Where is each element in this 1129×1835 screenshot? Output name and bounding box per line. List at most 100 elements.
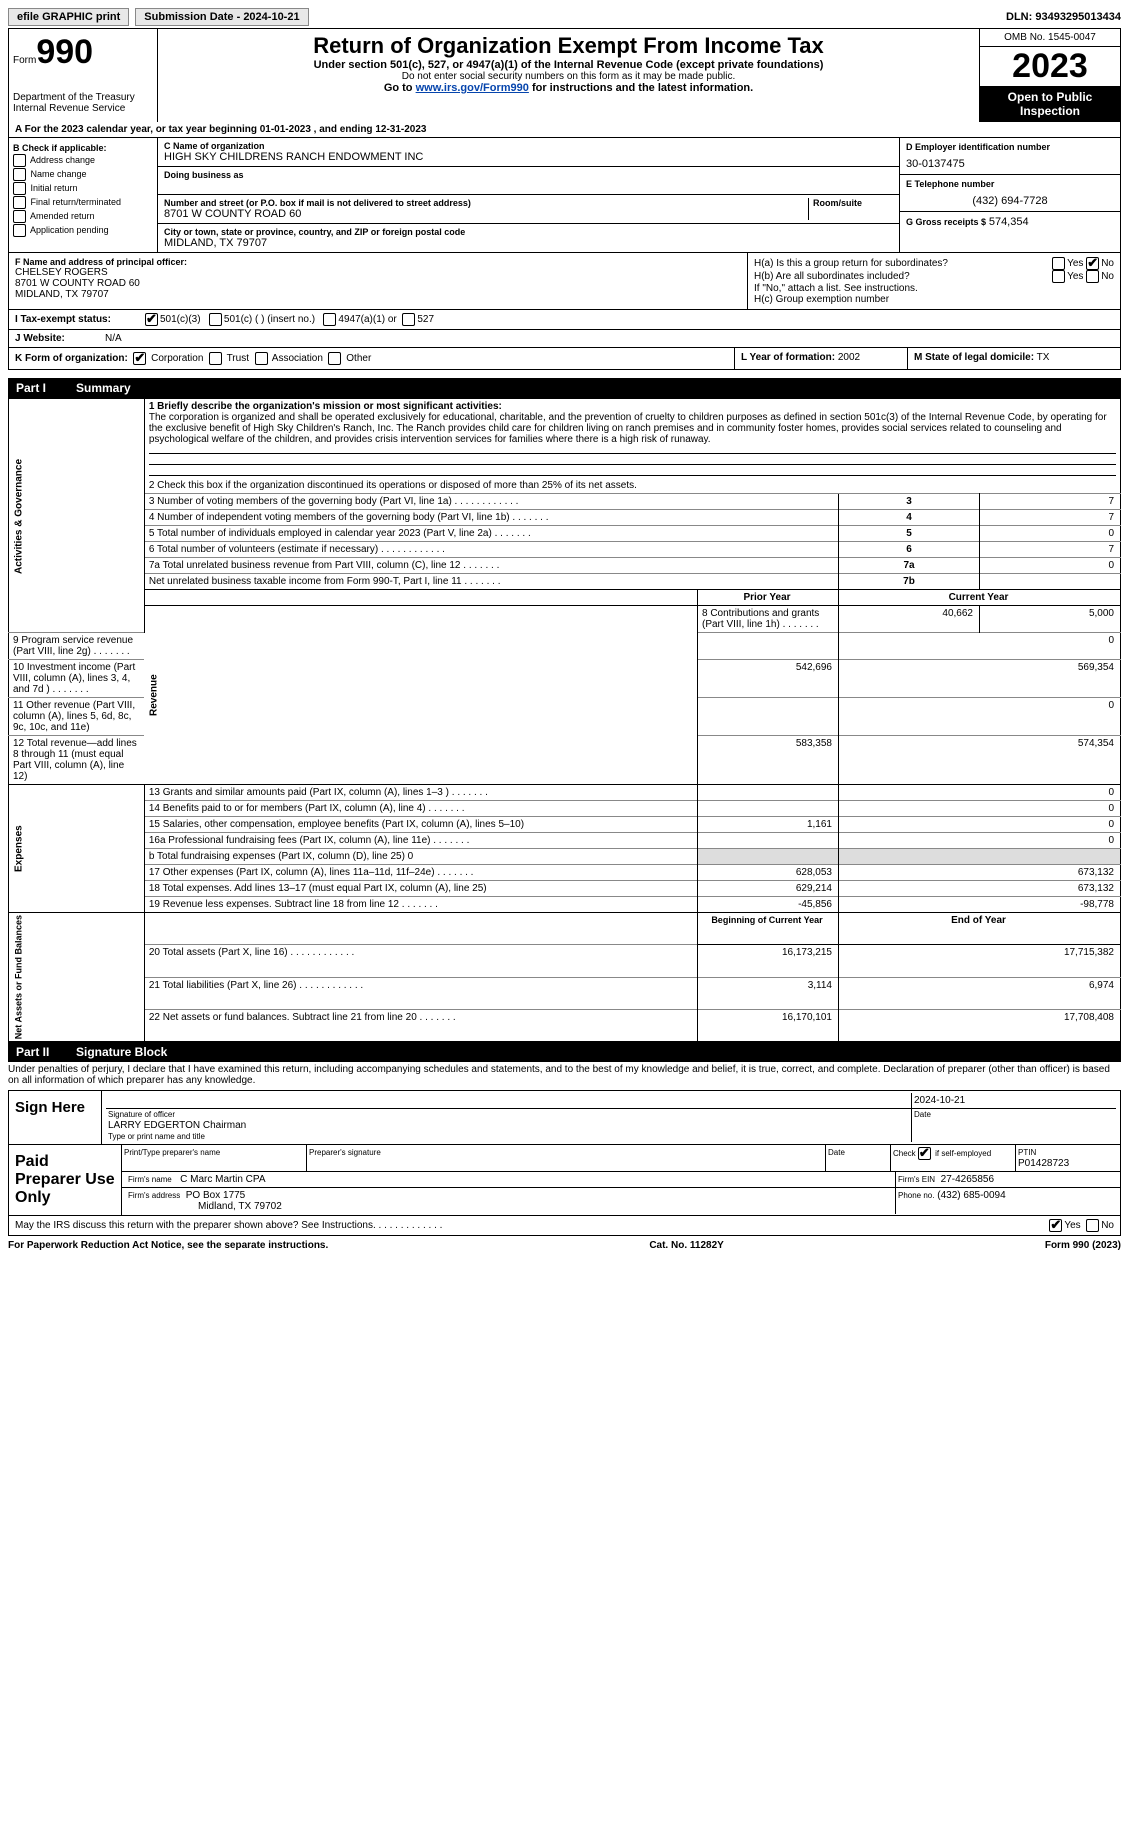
c22: 17,708,408 bbox=[839, 1009, 1121, 1041]
discuss-no-checkbox[interactable] bbox=[1086, 1219, 1099, 1232]
val-4: 7 bbox=[980, 510, 1121, 526]
form-header: Form990 Department of the Treasury Inter… bbox=[8, 28, 1121, 122]
vlabel-revenue: Revenue bbox=[144, 606, 697, 785]
line12: 12 Total revenue—add lines 8 through 11 … bbox=[9, 736, 145, 785]
cb-4947[interactable] bbox=[323, 313, 336, 326]
line5: 5 Total number of individuals employed i… bbox=[144, 526, 838, 542]
column-c: C Name of organization HIGH SKY CHILDREN… bbox=[158, 138, 899, 252]
discuss-row: May the IRS discuss this return with the… bbox=[8, 1216, 1121, 1236]
form-subtitle: Under section 501(c), 527, or 4947(a)(1)… bbox=[166, 59, 971, 71]
c9: 0 bbox=[839, 633, 1121, 660]
checkbox-final-return[interactable] bbox=[13, 196, 26, 209]
line22: 22 Net assets or fund balances. Subtract… bbox=[144, 1009, 697, 1041]
state-domicile: TX bbox=[1037, 352, 1050, 363]
checkbox-name-change[interactable] bbox=[13, 168, 26, 181]
checkbox-application-pending[interactable] bbox=[13, 224, 26, 237]
tax-status-label: I Tax-exempt status: bbox=[15, 314, 145, 325]
form-note: Do not enter social security numbers on … bbox=[166, 71, 971, 82]
top-bar: efile GRAPHIC print Submission Date - 20… bbox=[8, 8, 1121, 26]
checkbox-initial-return[interactable] bbox=[13, 182, 26, 195]
col-b-title: B Check if applicable: bbox=[13, 143, 153, 153]
c14: 0 bbox=[839, 801, 1121, 817]
cb-corp[interactable] bbox=[133, 352, 146, 365]
hc-label: H(c) Group exemption number bbox=[754, 294, 1114, 305]
p21: 3,114 bbox=[698, 977, 839, 1009]
row-k: K Form of organization: Corporation Trus… bbox=[8, 348, 1121, 370]
form-org-label: K Form of organization: bbox=[15, 353, 128, 364]
line11: 11 Other revenue (Part VIII, column (A),… bbox=[9, 698, 145, 736]
gross-value: 574,354 bbox=[989, 216, 1029, 228]
ha-label: H(a) Is this a group return for subordin… bbox=[754, 258, 1052, 269]
page-footer: For Paperwork Reduction Act Notice, see … bbox=[8, 1240, 1121, 1251]
officer-signature: LARRY EDGERTON Chairman bbox=[108, 1120, 246, 1131]
firm-name: C Marc Martin CPA bbox=[180, 1174, 265, 1185]
org-name: HIGH SKY CHILDRENS RANCH ENDOWMENT INC bbox=[164, 151, 893, 163]
tax-year: 2023 bbox=[980, 47, 1120, 86]
tel-label: E Telephone number bbox=[906, 179, 1114, 189]
footer-mid: Cat. No. 11282Y bbox=[649, 1240, 723, 1251]
p19: -45,856 bbox=[698, 897, 839, 913]
ptin-value: P01428723 bbox=[1018, 1158, 1069, 1169]
cb-other[interactable] bbox=[328, 352, 341, 365]
c12: 574,354 bbox=[839, 736, 1121, 785]
declaration-text: Under penalties of perjury, I declare th… bbox=[8, 1062, 1121, 1088]
firm-city: Midland, TX 79702 bbox=[128, 1201, 282, 1212]
cb-527[interactable] bbox=[402, 313, 415, 326]
street-address: 8701 W COUNTY ROAD 60 bbox=[164, 208, 808, 220]
firm-phone: (432) 685-0094 bbox=[937, 1190, 1005, 1201]
room-label: Room/suite bbox=[813, 198, 893, 208]
irs-link[interactable]: www.irs.gov/Form990 bbox=[416, 82, 529, 94]
sign-date: 2024-10-21 bbox=[911, 1093, 1116, 1108]
checkbox-address-change[interactable] bbox=[13, 154, 26, 167]
c10: 569,354 bbox=[839, 660, 1121, 698]
footer-right: Form 990 (2023) bbox=[1045, 1240, 1121, 1251]
ha-yes-checkbox[interactable] bbox=[1052, 257, 1065, 270]
print-button[interactable]: efile GRAPHIC print bbox=[8, 8, 129, 26]
city-label: City or town, state or province, country… bbox=[164, 227, 893, 237]
val-3: 7 bbox=[980, 494, 1121, 510]
discuss-yes-checkbox[interactable] bbox=[1049, 1219, 1062, 1232]
p15: 1,161 bbox=[698, 817, 839, 833]
vlabel-expenses: Expenses bbox=[9, 785, 145, 913]
brief-text: The corporation is organized and shall b… bbox=[149, 412, 1116, 445]
c8: 5,000 bbox=[980, 606, 1121, 633]
footer-left: For Paperwork Reduction Act Notice, see … bbox=[8, 1240, 328, 1251]
p18: 629,214 bbox=[698, 881, 839, 897]
line4: 4 Number of independent voting members o… bbox=[144, 510, 838, 526]
cb-trust[interactable] bbox=[209, 352, 222, 365]
section-a: A For the 2023 calendar year, or tax yea… bbox=[8, 122, 1121, 138]
hb-no-checkbox[interactable] bbox=[1086, 270, 1099, 283]
line20: 20 Total assets (Part X, line 16) bbox=[144, 945, 697, 977]
identity-block: B Check if applicable: Address change Na… bbox=[8, 138, 1121, 253]
ein-value: 30-0137475 bbox=[906, 158, 1114, 170]
sign-here-label: Sign Here bbox=[9, 1091, 102, 1144]
website-value: N/A bbox=[105, 333, 122, 344]
cb-assoc[interactable] bbox=[255, 352, 268, 365]
cb-501c3[interactable] bbox=[145, 313, 158, 326]
officer-name: CHELSEY ROGERS bbox=[15, 267, 741, 278]
val-5: 0 bbox=[980, 526, 1121, 542]
line6: 6 Total number of volunteers (estimate i… bbox=[144, 542, 838, 558]
ha-no-checkbox[interactable] bbox=[1086, 257, 1099, 270]
addr-label: Number and street (or P.O. box if mail i… bbox=[164, 198, 808, 208]
tel-value: (432) 694-7728 bbox=[906, 195, 1114, 207]
cb-self-employed[interactable] bbox=[918, 1147, 931, 1160]
checkbox-amended[interactable] bbox=[13, 210, 26, 223]
c15: 0 bbox=[839, 817, 1121, 833]
form-title: Return of Organization Exempt From Incom… bbox=[166, 33, 971, 59]
hb-yes-checkbox[interactable] bbox=[1052, 270, 1065, 283]
submission-date-button[interactable]: Submission Date - 2024-10-21 bbox=[135, 8, 308, 26]
hdr-prior: Prior Year bbox=[698, 590, 839, 606]
header-left: Form990 Department of the Treasury Inter… bbox=[9, 29, 158, 122]
form-word: Form bbox=[13, 55, 36, 66]
paid-preparer-label: Paid Preparer Use Only bbox=[9, 1145, 122, 1215]
header-right: OMB No. 1545-0047 2023 Open to Public In… bbox=[979, 29, 1120, 122]
omb-number: OMB No. 1545-0047 bbox=[980, 29, 1120, 47]
line7b: Net unrelated business taxable income fr… bbox=[144, 574, 838, 590]
vlabel-activities: Activities & Governance bbox=[9, 399, 145, 633]
form-link-line: Go to www.irs.gov/Form990 for instructio… bbox=[166, 82, 971, 94]
line10: 10 Investment income (Part VIII, column … bbox=[9, 660, 145, 698]
cb-501c[interactable] bbox=[209, 313, 222, 326]
brief-label: 1 Briefly describe the organization's mi… bbox=[149, 401, 1116, 412]
hdr-begin: Beginning of Current Year bbox=[698, 913, 839, 945]
